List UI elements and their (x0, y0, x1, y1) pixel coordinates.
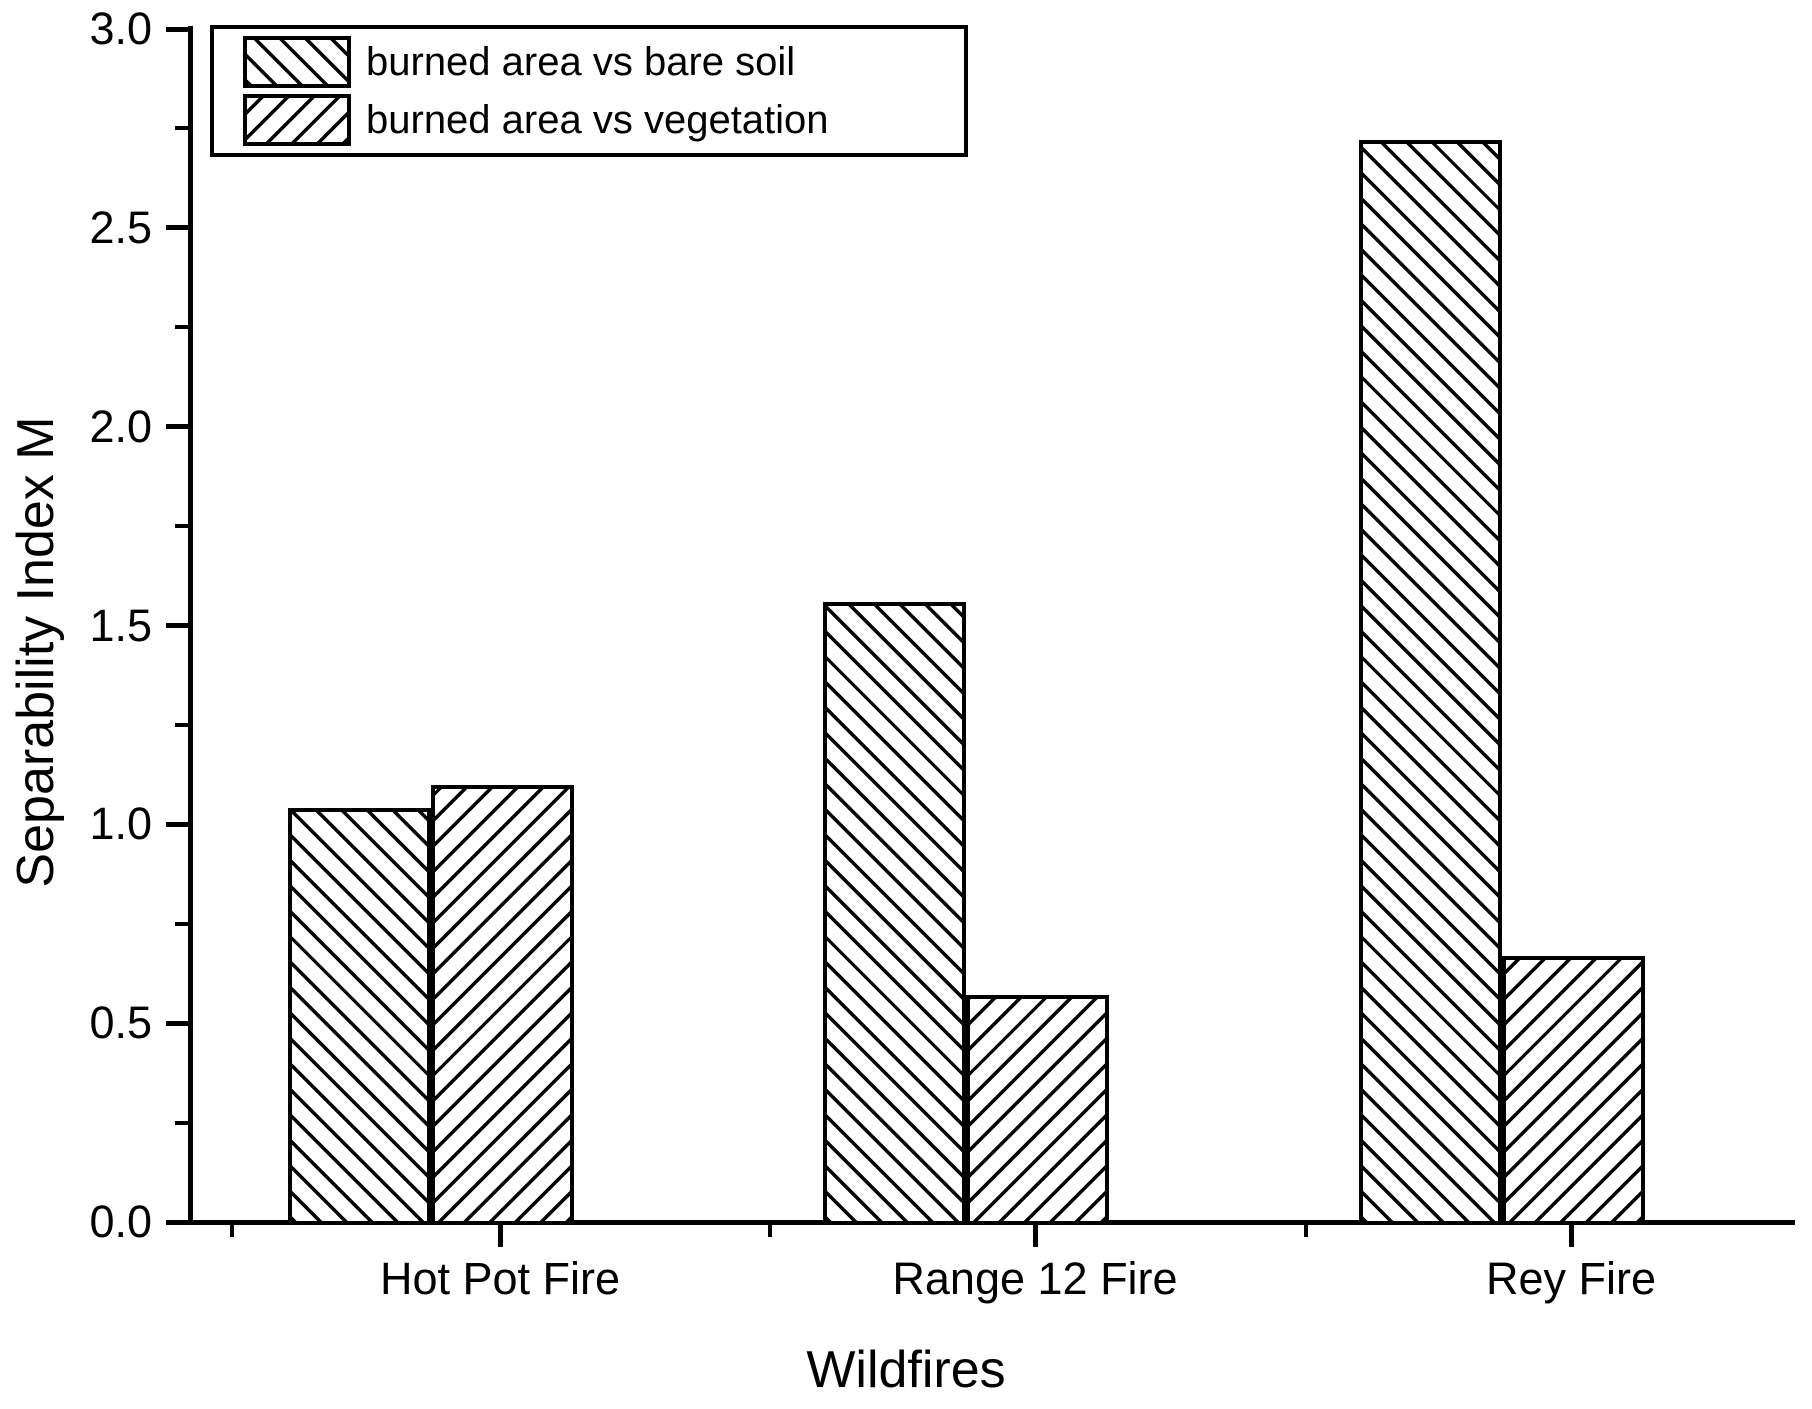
y-axis-spine (188, 26, 193, 1225)
bar-vegetation (1502, 955, 1645, 1225)
y-tick-label: 0.5 (89, 997, 152, 1049)
y-major-tick (166, 424, 188, 430)
legend-row-bare-soil: burned area vs bare soil (243, 36, 964, 88)
forward-hatch-swatch (243, 36, 351, 88)
y-minor-tick (175, 325, 188, 330)
y-tick-label: 2.5 (89, 201, 152, 253)
legend-label: burned area vs bare soil (366, 40, 796, 84)
x-axis-title: Wildfires (806, 1341, 1006, 1399)
y-tick-label: 3.0 (89, 3, 152, 54)
y-major-tick (166, 1219, 188, 1225)
x-category-label: Hot Pot Fire (379, 1253, 621, 1304)
y-minor-tick (175, 126, 188, 131)
y-minor-tick (175, 1120, 188, 1125)
backward-hatch-swatch (243, 94, 351, 146)
y-major-tick (166, 225, 188, 231)
x-minor-tick (230, 1225, 234, 1237)
y-minor-tick (175, 921, 188, 926)
bar-bare-soil (288, 808, 431, 1225)
legend: burned area vs bare soil burned area vs … (210, 25, 968, 157)
y-tick-label: 0.0 (89, 1196, 152, 1247)
x-category-label: Range 12 Fire (892, 1253, 1178, 1304)
x-category-label: Rey Fire (1485, 1253, 1657, 1304)
x-major-tick (497, 1225, 503, 1247)
y-major-tick (166, 623, 188, 628)
bar-vegetation (431, 784, 574, 1225)
y-major-tick (166, 26, 188, 32)
bar-bare-soil (823, 601, 966, 1225)
y-tick-label: 1.5 (89, 599, 152, 651)
legend-row-vegetation: burned area vs vegetation (243, 94, 964, 146)
bar-vegetation (966, 995, 1109, 1225)
y-major-tick (166, 821, 188, 827)
y-tick-label: 2.0 (89, 400, 152, 452)
x-minor-tick (768, 1225, 772, 1237)
y-minor-tick (175, 524, 188, 529)
legend-label: burned area vs vegetation (366, 98, 829, 142)
bar-bare-soil (1359, 140, 1502, 1225)
y-tick-label: 1.0 (89, 798, 152, 850)
x-major-tick (1032, 1225, 1038, 1247)
x-major-tick (1568, 1225, 1574, 1247)
x-minor-tick (1304, 1225, 1308, 1237)
y-major-tick (166, 1020, 188, 1026)
y-minor-tick (175, 722, 188, 727)
